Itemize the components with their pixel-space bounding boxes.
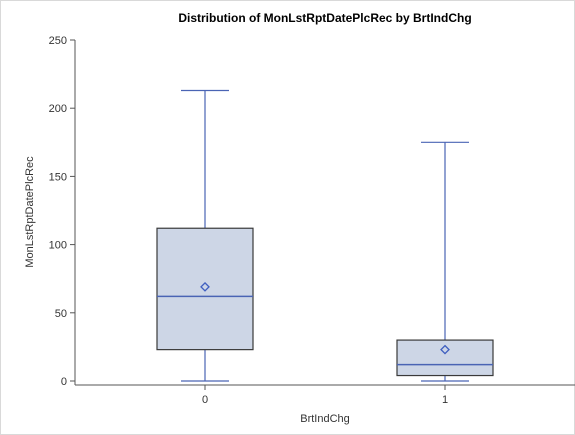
box-group-0 (156, 89, 254, 382)
box-group-1 (396, 141, 494, 382)
chart-title: Distribution of MonLstRptDatePlcRec by B… (178, 11, 471, 25)
mean-marker (440, 344, 450, 355)
iqr-box (156, 227, 254, 351)
x-axis-label: BrtIndChg (300, 413, 350, 425)
y-tick-label: 100 (49, 240, 67, 252)
y-axis-ticks: 0 50 100 150 200 250 (49, 35, 75, 388)
box-series (156, 89, 494, 382)
y-tick-label: 250 (49, 35, 67, 47)
x-tick-label: 0 (202, 394, 208, 406)
mean-marker (200, 281, 210, 292)
y-axis-label: MonLstRptDatePlcRec (24, 156, 36, 268)
y-tick-label: 0 (61, 376, 67, 388)
y-tick-label: 200 (49, 103, 67, 115)
x-tick-label: 1 (442, 394, 448, 406)
y-tick-label: 50 (55, 308, 67, 320)
y-tick-label: 150 (49, 171, 67, 183)
